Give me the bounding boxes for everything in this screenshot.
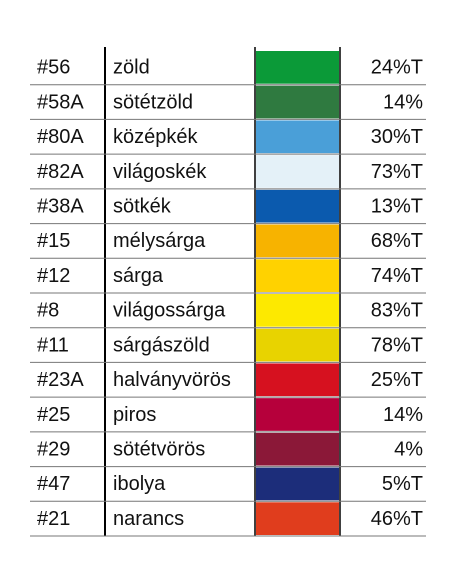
color-swatch bbox=[256, 294, 339, 327]
transmission: 5%T bbox=[382, 473, 423, 495]
transmission: 83%T bbox=[371, 300, 423, 322]
transmission: 73%T bbox=[371, 161, 423, 183]
filter-code: #56 bbox=[37, 57, 70, 79]
transmission: 78%T bbox=[371, 334, 423, 356]
color-swatch bbox=[256, 120, 339, 154]
color-swatch bbox=[256, 224, 339, 258]
transmission: 13%T bbox=[371, 195, 423, 217]
color-swatch bbox=[256, 85, 339, 119]
color-name: világoskék bbox=[113, 161, 207, 183]
filter-code: #82A bbox=[37, 161, 84, 183]
filter-code: #80A bbox=[37, 126, 84, 148]
color-swatch bbox=[256, 259, 339, 292]
transmission: 25%T bbox=[371, 369, 423, 391]
color-name: sötkék bbox=[113, 195, 172, 217]
color-name: világossárga bbox=[113, 300, 226, 322]
color-swatch bbox=[256, 51, 339, 84]
filter-code: #21 bbox=[37, 508, 70, 530]
color-name: sötétzöld bbox=[113, 91, 193, 113]
filter-code: #12 bbox=[37, 265, 70, 287]
filter-code: #38A bbox=[37, 195, 84, 217]
transmission: 74%T bbox=[371, 265, 423, 287]
color-swatch bbox=[256, 467, 339, 501]
color-name: piros bbox=[113, 404, 156, 426]
color-swatch bbox=[256, 398, 339, 431]
color-swatch bbox=[256, 502, 339, 535]
filter-code: #58A bbox=[37, 91, 84, 113]
color-swatch bbox=[256, 189, 339, 223]
color-name: sárgászöld bbox=[113, 334, 210, 356]
filter-code: #23A bbox=[37, 369, 84, 391]
color-name: zöld bbox=[113, 57, 150, 79]
transmission: 14% bbox=[383, 404, 423, 426]
filter-code: #8 bbox=[37, 300, 59, 322]
color-name: narancs bbox=[113, 508, 184, 530]
color-swatch bbox=[256, 328, 339, 362]
filter-code: #11 bbox=[37, 334, 69, 356]
color-name: sötétvörös bbox=[113, 438, 205, 460]
filter-code: #29 bbox=[37, 438, 70, 460]
filter-code: #47 bbox=[37, 473, 70, 495]
color-swatch bbox=[256, 432, 339, 466]
color-name: mélysárga bbox=[113, 230, 206, 252]
transmission: 24%T bbox=[371, 57, 423, 79]
transmission: 14% bbox=[383, 91, 423, 113]
color-swatch bbox=[256, 155, 339, 188]
transmission: 30%T bbox=[371, 126, 423, 148]
color-name: ibolya bbox=[113, 473, 166, 495]
color-name: sárga bbox=[113, 265, 164, 287]
transmission: 68%T bbox=[371, 230, 423, 252]
filter-code: #25 bbox=[37, 404, 70, 426]
color-name: halványvörös bbox=[113, 369, 231, 391]
color-swatch bbox=[256, 363, 339, 397]
transmission: 46%T bbox=[371, 508, 423, 530]
filter-code: #15 bbox=[37, 230, 70, 252]
transmission: 4% bbox=[394, 438, 423, 460]
color-name: középkék bbox=[113, 126, 198, 148]
